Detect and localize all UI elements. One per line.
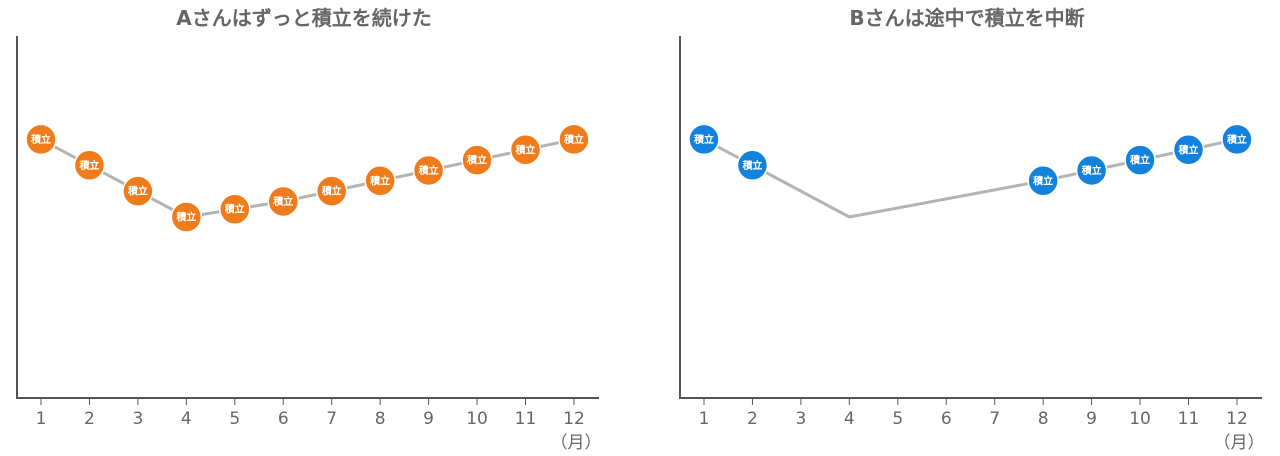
- chart-b-point-marker: 積立: [688, 123, 720, 156]
- chart-a-point-marker: 積立: [267, 185, 299, 218]
- chart-a-point-marker: 積立: [170, 201, 203, 233]
- chart-a-point-marker: 積立: [315, 175, 348, 207]
- chart-a-unit-label: （月）: [551, 433, 602, 453]
- chart-a-point: [558, 123, 590, 156]
- chart-a-point: [170, 201, 203, 233]
- chart-b-point-label: 積立: [1129, 154, 1150, 167]
- chart-a-point-marker: 積立: [73, 149, 106, 182]
- chart-b-point: [736, 149, 769, 182]
- chart-b-tick-label: 5: [892, 409, 903, 429]
- chart-a-point-label: 積立: [321, 185, 342, 198]
- chart-b-point: [1027, 165, 1059, 197]
- chart-b-tick-label: 2: [747, 409, 758, 429]
- chart-b-point-marker: 積立: [1124, 144, 1156, 176]
- chart-b-tick-label: 8: [1038, 409, 1049, 429]
- chart-b-tick-label: 1: [699, 409, 710, 429]
- chart-b-point-marker: 積立: [1172, 134, 1205, 166]
- chart-a-point: [364, 165, 396, 197]
- chart-b-point-label: 積立: [1178, 143, 1199, 156]
- chart-b-point: [1075, 154, 1108, 187]
- chart-a-point-marker: 積立: [412, 154, 445, 187]
- chart-a-point-marker: 積立: [122, 175, 154, 207]
- chart-b-point-marker: 積立: [1221, 123, 1253, 156]
- chart-b-tick-label: 7: [989, 409, 1000, 429]
- chart-a-point-marker: 積立: [509, 134, 542, 166]
- chart-a-point-label: 積立: [563, 133, 584, 146]
- chart-a-point-marker: 積立: [461, 144, 493, 176]
- chart-a-tick-label: 1: [36, 409, 47, 429]
- chart-a-tick-label: 2: [84, 409, 95, 429]
- chart-a-point-marker: 積立: [364, 165, 396, 197]
- chart-b-point-marker: 積立: [1075, 154, 1108, 187]
- chart-b-point-marker: 積立: [736, 149, 769, 182]
- chart-b-point: [1124, 144, 1156, 176]
- chart-a-point: [412, 154, 445, 187]
- chart-b-tick-label: 10: [1129, 409, 1151, 429]
- chart-a-point-label: 積立: [515, 143, 536, 156]
- chart-a-point-label: 積立: [127, 185, 148, 198]
- chart-a-point: [25, 123, 57, 156]
- chart-b-point-label: 積立: [741, 159, 762, 172]
- chart-b-point-label: 積立: [1032, 174, 1053, 187]
- chart-a-point: [461, 144, 493, 176]
- chart-a-point: [267, 185, 299, 218]
- chart-a-point-label: 積立: [78, 159, 99, 172]
- chart-b-unit-label: （月）: [1214, 433, 1265, 453]
- chart-b-tick-label: 3: [795, 409, 806, 429]
- chart-b-point: [688, 123, 720, 156]
- chart-a-point-marker: 積立: [219, 193, 251, 225]
- chart-a: Aさんはずっと積立を続けた （月） 1 2 3 4 5 6 7 8 9 10 11 12積立積立積立積…: [16, 6, 602, 453]
- chart-a-point-label: 積立: [418, 164, 439, 177]
- chart-a-tick-label: 7: [326, 409, 337, 429]
- chart-a-point: [315, 175, 348, 207]
- chart-a-point-label: 積立: [466, 154, 487, 167]
- chart-b-point-marker: 積立: [1027, 165, 1059, 197]
- chart-a-series-line: [40, 137, 575, 219]
- chart-b-tick-label: 6: [941, 409, 952, 429]
- chart-a-tick-label: 11: [515, 409, 537, 429]
- chart-b-point-label: 積立: [1081, 164, 1102, 177]
- chart-b-tick-label: 12: [1226, 409, 1248, 429]
- chart-a-tick-label: 12: [563, 409, 585, 429]
- chart-b-series-line: [703, 137, 1238, 219]
- chart-a-point-label: 積立: [272, 195, 293, 208]
- chart-b-tick-label: 9: [1086, 409, 1097, 429]
- chart-a-point: [509, 134, 542, 166]
- chart-a-tick-label: 9: [423, 409, 434, 429]
- chart-a-point: [122, 175, 154, 207]
- chart-a-point-label: 積立: [30, 133, 51, 146]
- chart-a-tick-label: 5: [229, 409, 240, 429]
- chart-a-point-marker: 積立: [558, 123, 590, 156]
- chart-b-point: [1172, 134, 1205, 166]
- chart-a-point: [219, 193, 251, 225]
- chart-b-tick-label: 11: [1178, 409, 1200, 429]
- chart-a-tick-label: 10: [466, 409, 488, 429]
- chart-a-point-label: 積立: [369, 174, 390, 187]
- chart-b-title: Bさんは途中で積立を中断: [849, 6, 1084, 30]
- chart-b-tick-label: 4: [844, 409, 855, 429]
- chart-b-point-label: 積立: [693, 133, 714, 146]
- chart-a-point-label: 積立: [175, 211, 196, 224]
- chart-a-point: [73, 149, 106, 182]
- chart-a-tick-label: 4: [181, 409, 192, 429]
- chart-a-tick-label: 3: [132, 409, 143, 429]
- chart-b-point: [1221, 123, 1253, 156]
- chart-a-point-marker: 積立: [25, 123, 57, 156]
- chart-b-point-label: 積立: [1226, 133, 1247, 146]
- chart-a-tick-label: 8: [375, 409, 386, 429]
- chart-a-point-label: 積立: [224, 203, 245, 216]
- chart-b: Bさんは途中で積立を中断 （月） 1 2 3 4 5 6 7 8 9 10 11 12積立積立積立積立…: [679, 6, 1265, 453]
- chart-a-tick-label: 6: [278, 409, 289, 429]
- chart-a-title: Aさんはずっと積立を続けた: [176, 6, 431, 30]
